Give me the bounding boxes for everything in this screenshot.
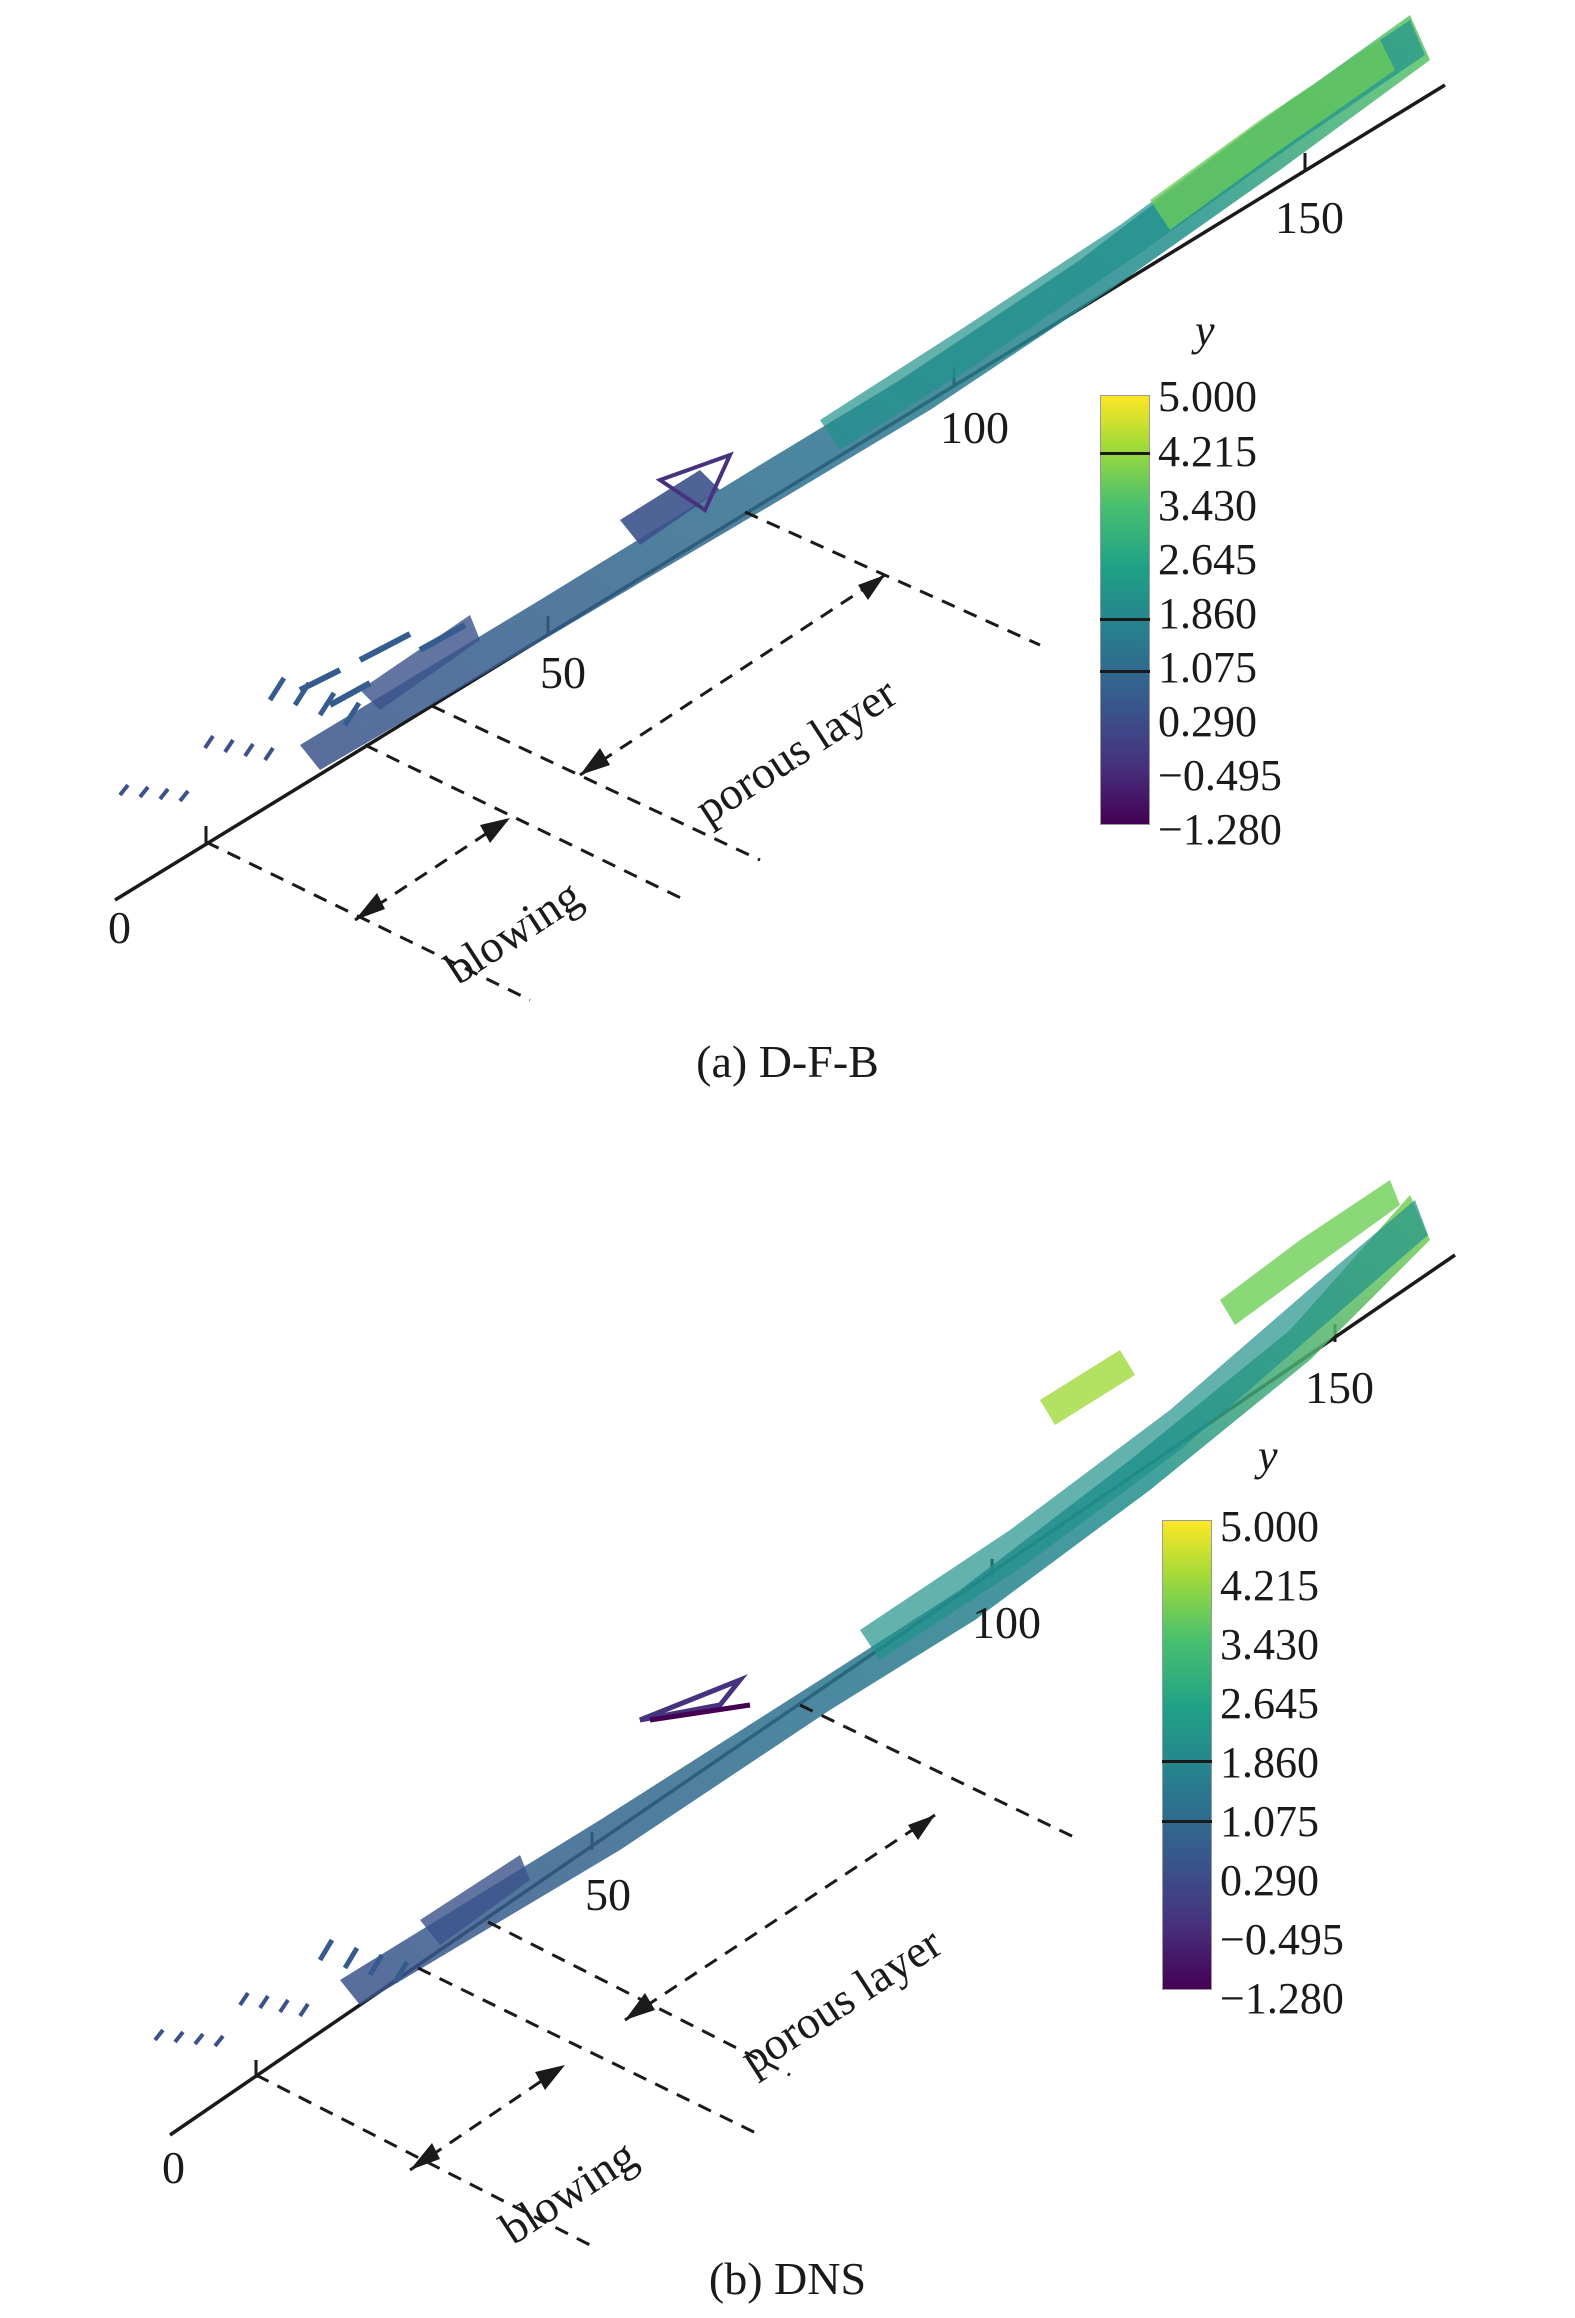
axis-tick-label-150: 150 bbox=[1305, 1362, 1374, 1413]
colorbar-tick-label: 1.075 bbox=[1220, 1797, 1319, 1846]
colorbar-tick-label: 5.000 bbox=[1158, 372, 1257, 421]
axis-tick-label-0: 0 bbox=[162, 2142, 185, 2193]
colorbar-tick-label: 0.290 bbox=[1158, 697, 1257, 746]
colorbar-tick-label: 1.075 bbox=[1158, 643, 1257, 692]
colorbar-tick-label: 1.860 bbox=[1158, 589, 1257, 638]
colorbar-contour-line bbox=[1162, 1820, 1212, 1823]
axis-tick-label-100: 100 bbox=[972, 1597, 1041, 1648]
colorbar-tick-label: 2.645 bbox=[1158, 535, 1257, 584]
colorbar bbox=[1100, 395, 1150, 825]
panel-a: 0 50 100 150 blowing porous layer y 5.00… bbox=[0, 0, 1575, 1150]
colorbar-contour-line bbox=[1100, 618, 1150, 621]
colorbar-tick-label: −0.495 bbox=[1158, 751, 1282, 800]
colorbar-tick-label: −1.280 bbox=[1158, 805, 1282, 854]
colorbar-title: y bbox=[1195, 306, 1215, 355]
colorbar-tick-label: 5.000 bbox=[1220, 1502, 1319, 1551]
colorbar-contour-line bbox=[1100, 670, 1150, 673]
colorbar-tick-label: 1.860 bbox=[1220, 1738, 1319, 1787]
caption-a: (a) D-F-B bbox=[696, 1036, 879, 1087]
colorbar-tick-label: −0.495 bbox=[1220, 1915, 1344, 1964]
axis-tick-label-100: 100 bbox=[940, 402, 1009, 453]
axis-tick-label-0: 0 bbox=[108, 902, 131, 953]
colorbar-tick-label: 2.645 bbox=[1220, 1679, 1319, 1728]
colorbar-tick-label: 4.215 bbox=[1220, 1561, 1319, 1610]
axis-tick-label-50: 50 bbox=[585, 1869, 631, 1920]
caption-b: (b) DNS bbox=[708, 2253, 867, 2304]
vortex-structures bbox=[153, 1180, 1430, 2048]
colorbar-tick-label: −1.280 bbox=[1220, 1974, 1344, 2023]
panel-b: 0 50 100 150 blowing porous layer y 5.00… bbox=[0, 1160, 1575, 2318]
colorbar-tick-label: 0.290 bbox=[1220, 1856, 1319, 1905]
colorbar-contour-line bbox=[1162, 1760, 1212, 1763]
panel-a-drawing bbox=[114, 15, 1446, 1002]
axis-tick-label-50: 50 bbox=[540, 647, 586, 698]
colorbar bbox=[1162, 1520, 1212, 1990]
panel-b-drawing bbox=[153, 1180, 1456, 2247]
colorbar-tick-label: 4.215 bbox=[1158, 427, 1257, 476]
colorbar-contour-line bbox=[1100, 452, 1150, 455]
vortex-structures bbox=[118, 15, 1430, 803]
region-arrowheads bbox=[410, 1815, 935, 2170]
colorbar-tick-label: 3.430 bbox=[1158, 481, 1257, 530]
axis-tick-label-150: 150 bbox=[1275, 192, 1344, 243]
colorbar-title: y bbox=[1258, 1431, 1278, 1480]
region-arrowheads bbox=[355, 575, 885, 920]
colorbar-tick-label: 3.430 bbox=[1220, 1620, 1319, 1669]
